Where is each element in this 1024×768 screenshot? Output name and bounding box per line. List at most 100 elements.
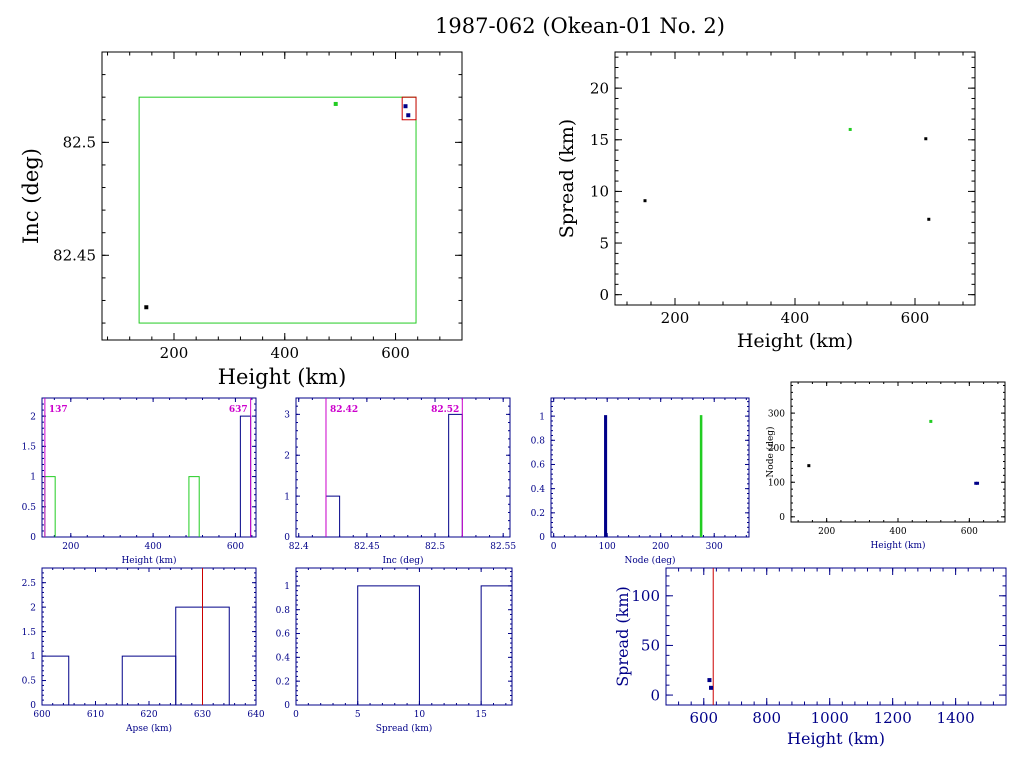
x-tick-label: 620 xyxy=(140,710,157,720)
range-box xyxy=(138,96,417,324)
histogram-bar xyxy=(41,655,70,705)
data-point xyxy=(144,305,149,310)
plot-frame xyxy=(614,51,976,306)
chart-inc-vs-height: 200 400 600 82.45 82.5 Height (km) Inc (deg) xyxy=(19,51,463,389)
x-axis-label: Height (km) xyxy=(218,365,347,389)
chart-hist-node: 0 100 200 300 0 0.2 0.4 0.6 0.8 1 Node (deg) xyxy=(531,397,750,566)
x-tick-label: 600 xyxy=(961,527,978,537)
y-tick-label: 2 xyxy=(284,451,290,461)
data-point xyxy=(707,678,712,683)
x-axis-label: Height (km) xyxy=(870,540,925,551)
y-tick-label: 1 xyxy=(284,582,290,592)
y-tick-label: 1 xyxy=(539,412,545,422)
x-axis-label: Apse (km) xyxy=(125,723,172,734)
y-tick-label: 0 xyxy=(779,513,785,523)
y-tick-label: 50 xyxy=(641,637,660,655)
y-tick-label: 0 xyxy=(284,533,290,543)
y-tick-label: 0 xyxy=(539,533,545,543)
data-point xyxy=(406,113,411,118)
histogram-bar xyxy=(357,585,420,705)
range-box xyxy=(401,96,417,121)
y-tick-label: 5 xyxy=(599,234,609,252)
y-tick-label: 1 xyxy=(30,652,36,662)
histogram-bar xyxy=(121,655,177,705)
y-tick-label: 82.5 xyxy=(63,134,96,152)
plot-frame xyxy=(295,567,513,706)
x-tick-label: 82.45 xyxy=(354,542,380,552)
y-axis-label: Spread (km) xyxy=(556,119,578,238)
x-tick-label: 200 xyxy=(661,309,690,327)
y-tick-label: 100 xyxy=(768,478,785,488)
x-tick-label: 600 xyxy=(901,309,930,327)
x-tick-label: 82.55 xyxy=(490,542,516,552)
y-tick-label: 2.5 xyxy=(22,579,37,589)
plot-frame xyxy=(295,397,511,538)
data-point xyxy=(848,127,852,131)
y-tick-label: 0 xyxy=(284,701,290,711)
y-tick-label: 1.5 xyxy=(22,442,37,452)
x-tick-label: 5 xyxy=(355,710,361,720)
y-tick-label: 0.6 xyxy=(276,630,291,640)
x-tick-label: 400 xyxy=(145,542,162,552)
data-point xyxy=(976,481,980,485)
y-tick-label: 1 xyxy=(30,473,36,483)
data-point xyxy=(709,685,714,690)
data-point xyxy=(403,104,408,109)
x-tick-label: 300 xyxy=(706,542,723,552)
marker-label: 137 xyxy=(49,405,68,415)
y-tick-label: 3 xyxy=(284,411,290,421)
x-tick-label: 200 xyxy=(652,542,669,552)
x-tick-label: 600 xyxy=(381,344,410,362)
x-tick-label: 600 xyxy=(33,710,50,720)
y-axis-label: Node (deg) xyxy=(765,426,776,477)
y-tick-label: 200 xyxy=(768,444,785,454)
chart-hist-height: 200 400 600 0 0.5 1 1.5 2 Height (km) 137 637 xyxy=(22,397,257,566)
y-tick-label: 0.8 xyxy=(276,606,291,616)
x-tick-label: 1000 xyxy=(811,709,849,727)
x-tick-label: 100 xyxy=(599,542,616,552)
y-tick-label: 0 xyxy=(30,533,36,543)
data-point xyxy=(333,101,338,106)
histogram-bar xyxy=(448,413,463,537)
histogram-bar xyxy=(44,476,56,537)
histogram-bar xyxy=(480,585,513,705)
x-axis-label: Spread (km) xyxy=(376,723,433,734)
data-point xyxy=(929,419,933,423)
plot-frame xyxy=(41,397,257,538)
plot-frame xyxy=(790,381,1006,523)
x-tick-label: 610 xyxy=(87,710,104,720)
x-axis-label: Height (km) xyxy=(787,729,885,748)
x-tick-label: 200 xyxy=(62,542,79,552)
y-tick-label: 1 xyxy=(284,492,290,502)
y-tick-label: 0.5 xyxy=(22,677,37,687)
histogram-bar xyxy=(239,415,252,537)
chart-hist-apse: 600 610 620 630 640 0 0.5 1 1.5 2 2.5 Apse (km) xyxy=(22,567,265,734)
x-tick-label: 800 xyxy=(752,709,781,727)
x-tick-label: 15 xyxy=(475,710,487,720)
page-title: 1987-062 (Okean-01 No. 2) xyxy=(435,14,725,38)
y-tick-label: 20 xyxy=(590,79,609,97)
x-tick-label: 1400 xyxy=(937,709,975,727)
x-axis-label: Node (deg) xyxy=(624,555,675,566)
y-tick-label: 0 xyxy=(650,686,660,704)
x-tick-label: 10 xyxy=(414,710,426,720)
x-tick-label: 82.5 xyxy=(425,542,445,552)
x-tick-label: 200 xyxy=(818,527,835,537)
x-tick-label: 400 xyxy=(781,309,810,327)
x-tick-label: 600 xyxy=(227,542,244,552)
y-tick-label: 15 xyxy=(590,131,609,149)
chart-spread-vs-height-wide: 600 800 1000 1200 1400 0 50 100 Height (km) Sprea… xyxy=(613,567,1007,748)
histogram-bar xyxy=(699,415,703,537)
x-axis-label: Height (km) xyxy=(737,330,853,352)
marker-label: 82.42 xyxy=(330,405,358,415)
plot-frame xyxy=(41,567,257,706)
data-point xyxy=(924,137,928,141)
y-tick-label: 2 xyxy=(30,412,36,422)
x-tick-label: 400 xyxy=(889,527,906,537)
data-point xyxy=(974,481,978,485)
x-tick-label: 82.4 xyxy=(289,542,309,552)
y-tick-label: 0.4 xyxy=(276,653,291,663)
y-tick-label: 1.5 xyxy=(22,628,37,638)
x-tick-label: 1200 xyxy=(874,709,912,727)
